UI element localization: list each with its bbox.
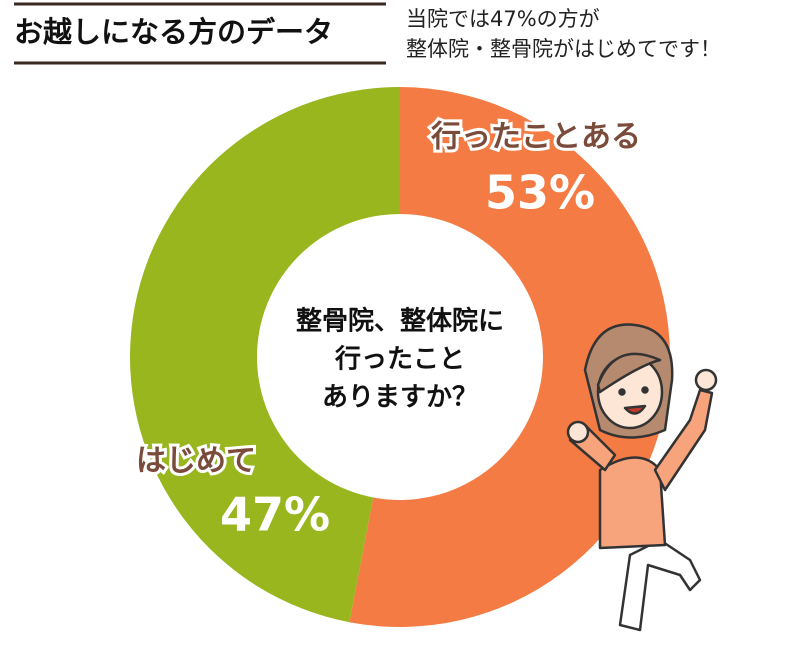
slice-label: はじめて	[136, 444, 256, 479]
girl-illustration	[566, 323, 718, 632]
subtitle: 整体院・整骨院がはじめてです！	[406, 37, 721, 61]
donut-slice	[130, 87, 401, 623]
slice-label: 行ったことある	[430, 120, 641, 155]
center-text: 整骨院、整体院に	[296, 306, 504, 337]
center-text: 行ったこと	[334, 344, 465, 375]
value-label: 53%	[485, 166, 595, 220]
center-text: ありますか？	[322, 383, 478, 413]
chart-title: お越しになる方のデータ	[14, 15, 333, 49]
subtitle: 当院では47%の方が	[406, 7, 600, 31]
donut	[130, 86, 671, 627]
donut-slice	[349, 86, 671, 627]
value-label: 47%	[220, 488, 330, 542]
